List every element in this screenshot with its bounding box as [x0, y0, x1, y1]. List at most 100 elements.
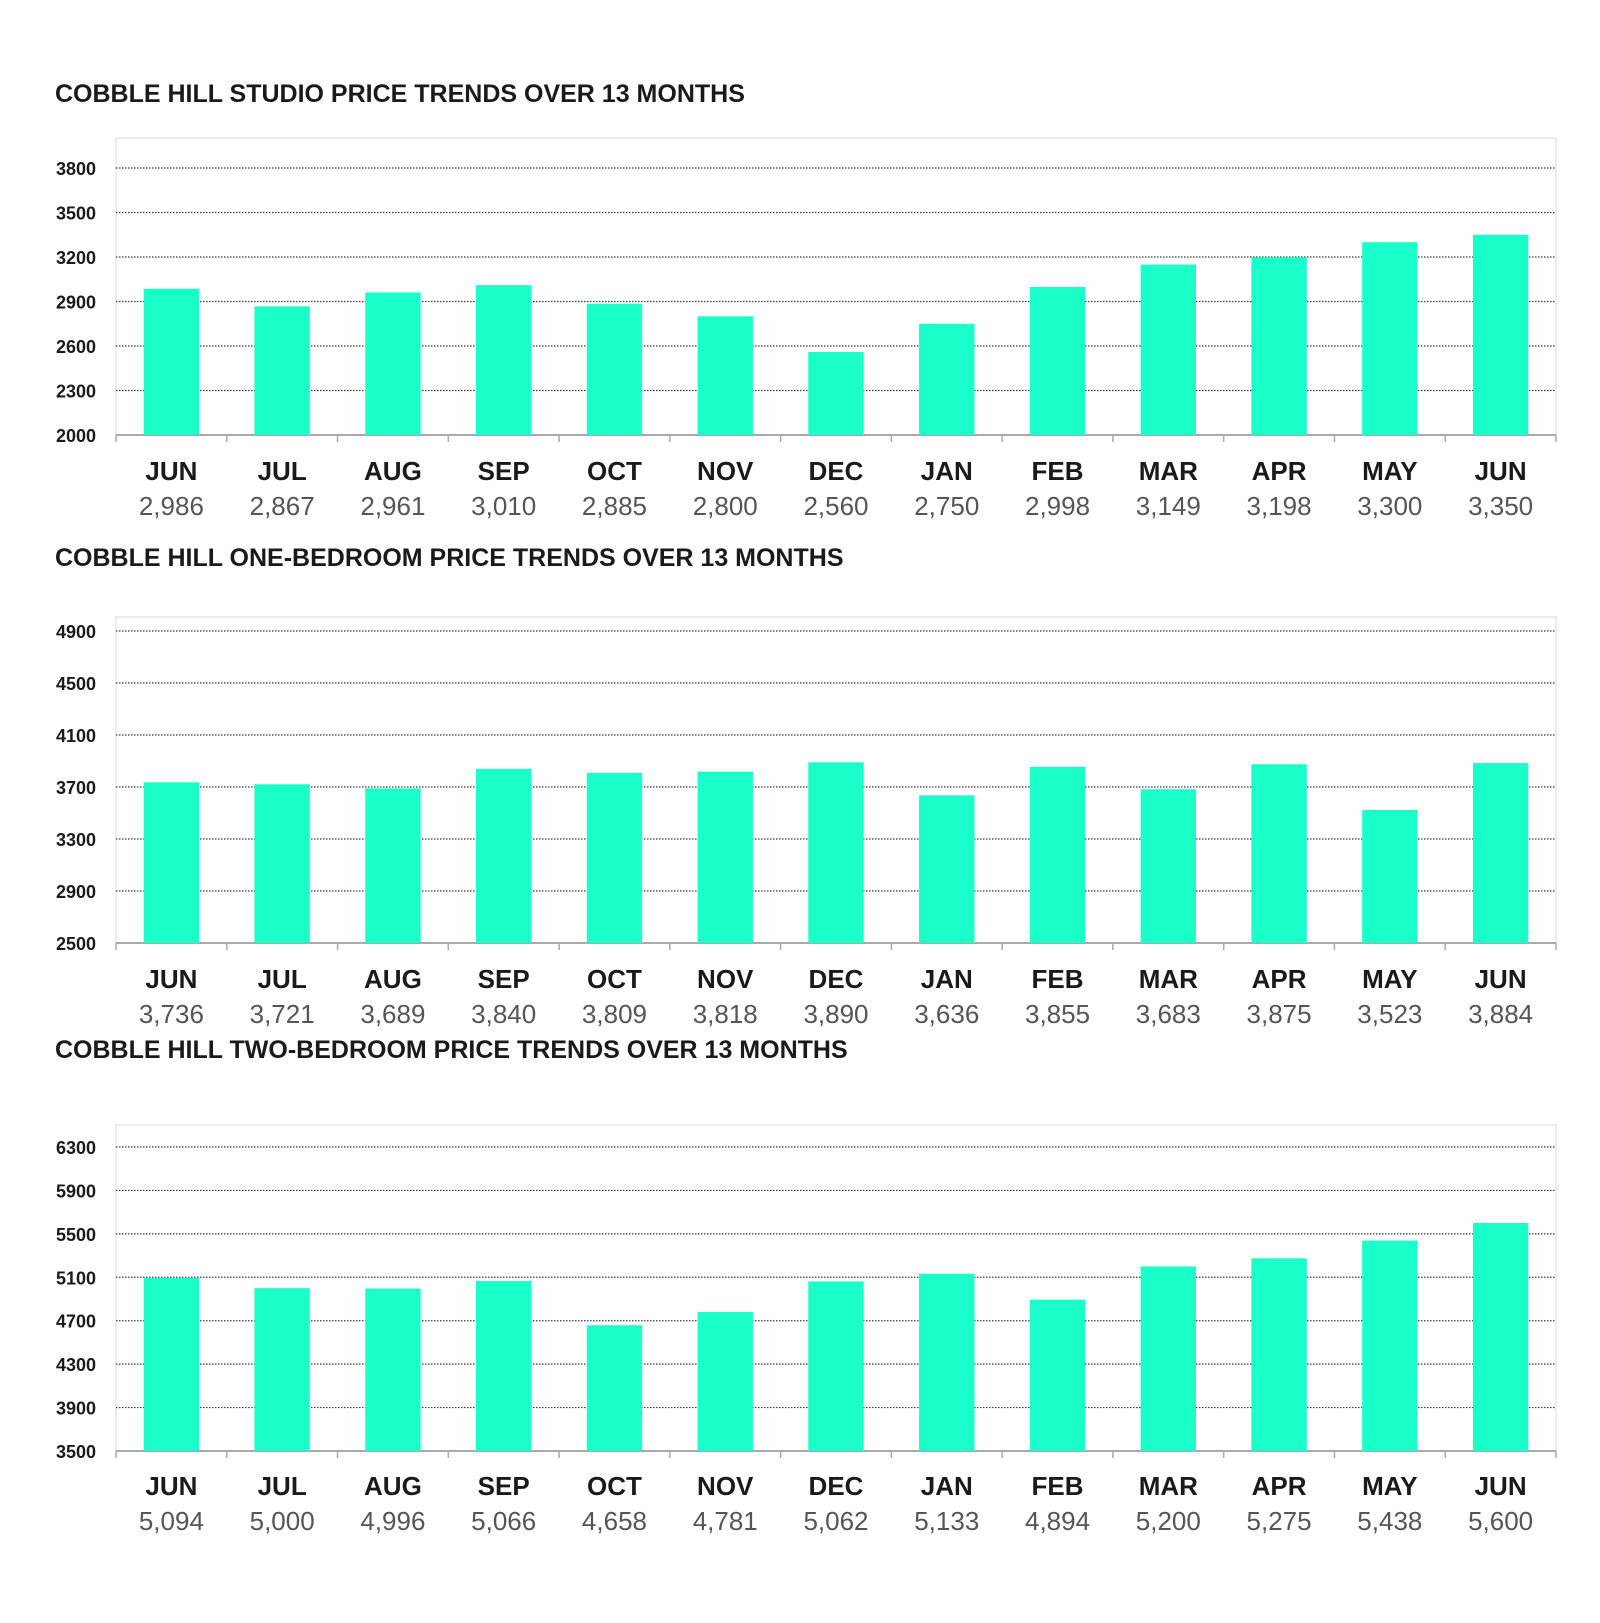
bar: [365, 788, 421, 943]
y-tick-label: 2900: [56, 293, 96, 313]
bar-value-label: 2,800: [693, 491, 758, 521]
x-category-label: JUN: [1475, 456, 1527, 486]
bar-value-label: 2,998: [1025, 491, 1090, 521]
bar-value-label: 2,867: [250, 491, 315, 521]
bar: [586, 303, 643, 435]
bar-value-label: 3,884: [1468, 999, 1533, 1029]
x-category-label: MAR: [1139, 456, 1198, 486]
bar-value-label: 5,094: [139, 1506, 204, 1536]
x-category-label: JUL: [258, 964, 307, 994]
bar: [808, 1281, 864, 1451]
studio-bar-chart: 2000 2300 2600 2900 3200 3500 3800 JUN 2,986 JUL 2…: [56, 137, 1557, 521]
x-category-label: SEP: [478, 1471, 530, 1501]
x-category-label: APR: [1252, 1471, 1307, 1501]
x-category-label: NOV: [697, 1471, 754, 1501]
bar: [919, 323, 975, 435]
x-category-label: MAY: [1362, 456, 1417, 486]
bar-value-label: 3,890: [803, 999, 868, 1029]
bar: [365, 292, 421, 435]
bar-value-label: 5,062: [803, 1506, 868, 1536]
bar-value-label: 2,961: [360, 491, 425, 521]
bar: [919, 795, 975, 943]
x-category-label: FEB: [1032, 456, 1084, 486]
bar: [1472, 763, 1529, 943]
bar: [476, 1280, 532, 1451]
x-category-label: OCT: [587, 964, 642, 994]
x-category-label: MAR: [1139, 1471, 1198, 1501]
chart-title: COBBLE HILL TWO-BEDROOM PRICE TRENDS OVE…: [55, 1036, 848, 1064]
bar-value-label: 2,885: [582, 491, 647, 521]
x-category-label: NOV: [697, 964, 754, 994]
y-tick-label: 4700: [56, 1312, 96, 1332]
bar-value-label: 3,689: [360, 999, 425, 1029]
bar-value-label: 5,600: [1468, 1506, 1533, 1536]
x-category-label: MAR: [1139, 964, 1198, 994]
x-category-label: JUN: [145, 964, 197, 994]
bar-value-label: 3,855: [1025, 999, 1090, 1029]
bar-value-label: 3,636: [914, 999, 979, 1029]
bar-value-label: 3,683: [1136, 999, 1201, 1029]
bar: [697, 771, 753, 943]
y-tick-label: 6300: [56, 1138, 96, 1158]
x-category-label: DEC: [809, 964, 864, 994]
x-category-label: OCT: [587, 1471, 642, 1501]
chart-title: COBBLE HILL ONE-BEDROOM PRICE TRENDS OVE…: [55, 544, 844, 572]
bar: [476, 285, 532, 435]
y-tick-label: 2500: [56, 934, 96, 954]
bar: [1140, 789, 1196, 943]
x-category-label: DEC: [809, 456, 864, 486]
bar-value-label: 3,300: [1357, 491, 1422, 521]
x-category-label: DEC: [809, 1471, 864, 1501]
y-tick-label: 5100: [56, 1268, 96, 1288]
bar: [697, 1311, 753, 1451]
x-category-label: JAN: [921, 964, 973, 994]
bar-value-label: 5,133: [914, 1506, 979, 1536]
bar: [143, 1277, 200, 1451]
y-tick-label: 3900: [56, 1399, 96, 1419]
y-tick-label: 5900: [56, 1181, 96, 1201]
x-category-label: AUG: [364, 456, 422, 486]
bar: [1029, 1299, 1086, 1451]
x-category-label: JUN: [1475, 964, 1527, 994]
two-bedroom-bar-chart: 3500 3900 4300 4700 5100 5500 5900 6300 JUN 5,094…: [56, 1124, 1557, 1536]
bar: [1251, 764, 1307, 943]
y-tick-label: 4500: [56, 674, 96, 694]
y-tick-label: 4300: [56, 1355, 96, 1375]
bar-value-label: 5,000: [250, 1506, 315, 1536]
x-category-label: JUN: [145, 1471, 197, 1501]
bar-value-label: 4,894: [1025, 1506, 1090, 1536]
x-category-label: FEB: [1032, 1471, 1084, 1501]
y-tick-label: 4900: [56, 622, 96, 642]
bar: [254, 784, 310, 943]
bar: [586, 772, 643, 943]
x-category-label: JAN: [921, 1471, 973, 1501]
bar: [365, 1288, 421, 1451]
x-category-label: JUN: [1475, 1471, 1527, 1501]
bar: [254, 1288, 310, 1451]
bar: [919, 1273, 975, 1451]
x-category-label: JUN: [145, 456, 197, 486]
bar-value-label: 3,198: [1247, 491, 1312, 521]
bar-value-label: 3,523: [1357, 999, 1422, 1029]
y-tick-label: 4100: [56, 726, 96, 746]
bar: [1140, 1266, 1196, 1451]
x-category-label: MAY: [1362, 964, 1417, 994]
bar: [254, 306, 310, 435]
bar: [1251, 257, 1307, 435]
bar-value-label: 4,996: [360, 1506, 425, 1536]
bar: [1472, 1223, 1529, 1451]
x-category-label: AUG: [364, 964, 422, 994]
y-tick-label: 2900: [56, 882, 96, 902]
bar-value-label: 5,438: [1357, 1506, 1422, 1536]
y-tick-label: 2300: [56, 382, 96, 402]
bar-value-label: 5,200: [1136, 1506, 1201, 1536]
bar-value-label: 3,809: [582, 999, 647, 1029]
bar-value-label: 3,736: [139, 999, 204, 1029]
bar-value-label: 2,750: [914, 491, 979, 521]
bar: [1029, 766, 1086, 943]
one-bedroom-bar-chart: 2500 2900 3300 3700 4100 4500 4900 JUN 3,736 JUL 3…: [56, 616, 1557, 1029]
bar-value-label: 5,275: [1247, 1506, 1312, 1536]
bar-value-label: 5,066: [471, 1506, 536, 1536]
y-tick-label: 2000: [56, 426, 96, 446]
x-category-label: SEP: [478, 964, 530, 994]
